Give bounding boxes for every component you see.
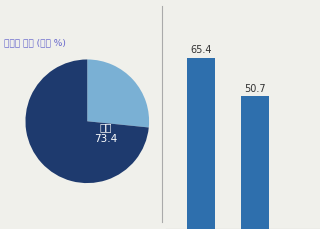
Bar: [241, 97, 269, 229]
Text: 65.4: 65.4: [191, 45, 212, 55]
Wedge shape: [26, 60, 149, 183]
Bar: [188, 59, 215, 229]
Text: 있다
73.4: 있다 73.4: [94, 121, 117, 144]
Text: 로사항 유무 (단위 %): 로사항 유무 (단위 %): [4, 38, 66, 47]
Text: 50.7: 50.7: [244, 83, 266, 93]
Wedge shape: [87, 60, 149, 128]
Text: 없다
26.6: 없다 26.6: [38, 83, 61, 105]
